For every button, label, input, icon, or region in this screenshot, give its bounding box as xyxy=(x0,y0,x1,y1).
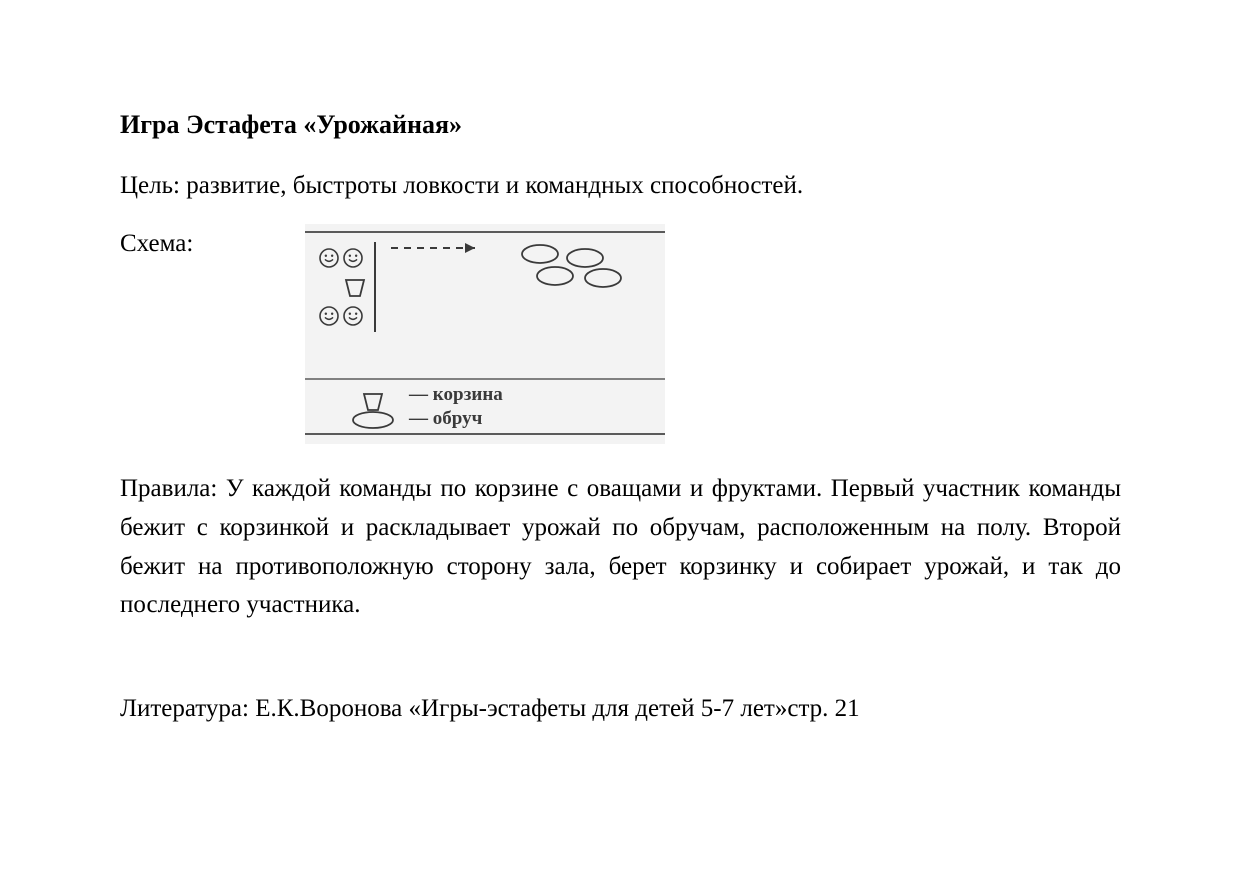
literature-line: Литература: Е.К.Воронова «Игры-эстафеты … xyxy=(120,695,1121,723)
svg-text:— корзина: — корзина xyxy=(408,384,503,405)
doc-title: Игра Эстафета «Урожайная» xyxy=(120,110,1121,140)
schema-diagram: — корзина — обруч xyxy=(305,224,665,444)
rules-paragraph: Правила: У каждой команды по корзине с о… xyxy=(120,470,1121,625)
schema-label: Схема: xyxy=(120,224,305,258)
schema-row: Схема: — корзина — обруч xyxy=(120,224,1121,444)
goal-line: Цель: развитие, быстроты ловкости и кома… xyxy=(120,172,1121,200)
svg-text:— обруч: — обруч xyxy=(408,408,483,429)
document-page: Игра Эстафета «Урожайная» Цель: развитие… xyxy=(0,0,1241,723)
